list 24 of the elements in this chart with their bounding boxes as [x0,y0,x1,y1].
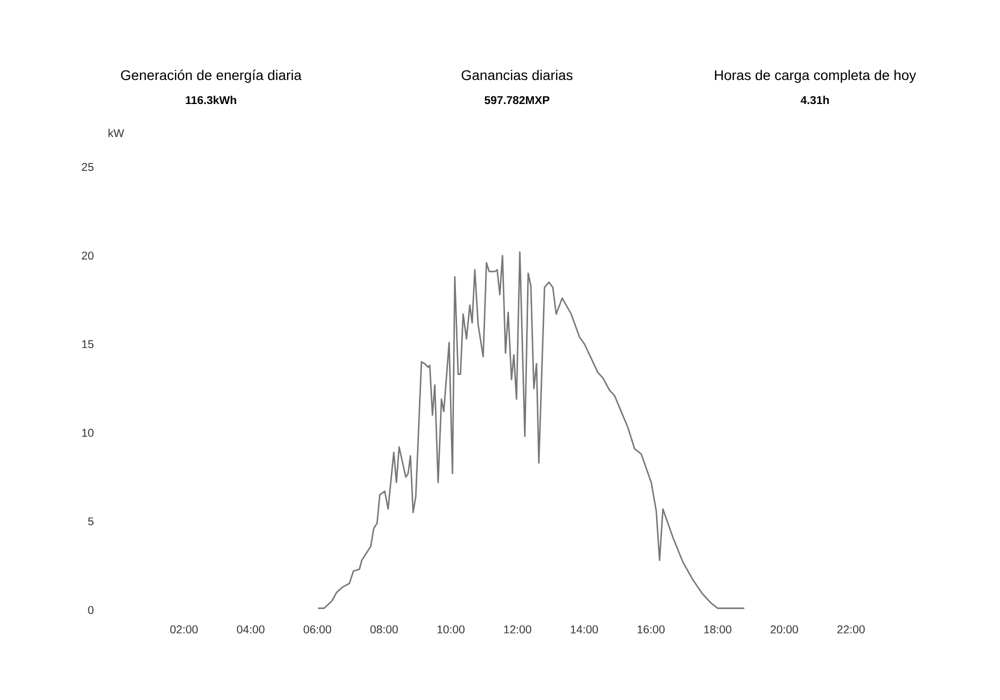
x-tick-label: 20:00 [770,625,798,634]
y-tick-label: 10 [82,428,94,437]
x-tick-label: 14:00 [570,625,598,634]
y-tick-label: 15 [82,340,94,348]
x-tick-label: 10:00 [437,625,465,634]
y-tick-label: 20 [82,252,94,260]
y-tick-label: 25 [82,162,94,172]
x-tick-label: 16:00 [638,625,665,634]
text: 597.782MXP [484,96,550,104]
text: Ganancias diarias [462,70,572,80]
text: 116.3kWh [186,96,236,104]
y-tick-label: 0 [88,606,94,614]
x-tick-label: 08:00 [370,625,398,634]
x-tick-label: 04:00 [236,625,264,634]
x-tick-label: 12:00 [504,625,532,634]
text: Generación de energía diaria [121,70,302,83]
text: Horas de carga completa de hoy [714,70,916,83]
x-tick-label: 22:00 [837,625,865,634]
y-tick-label: 5 [88,517,94,526]
x-tick-label: 06:00 [304,625,332,634]
y-axis-title: kW [108,128,124,137]
x-tick-label: 18:00 [704,625,732,634]
x-tick-label: 02:00 [170,625,198,634]
text: 4.31h [800,96,829,104]
